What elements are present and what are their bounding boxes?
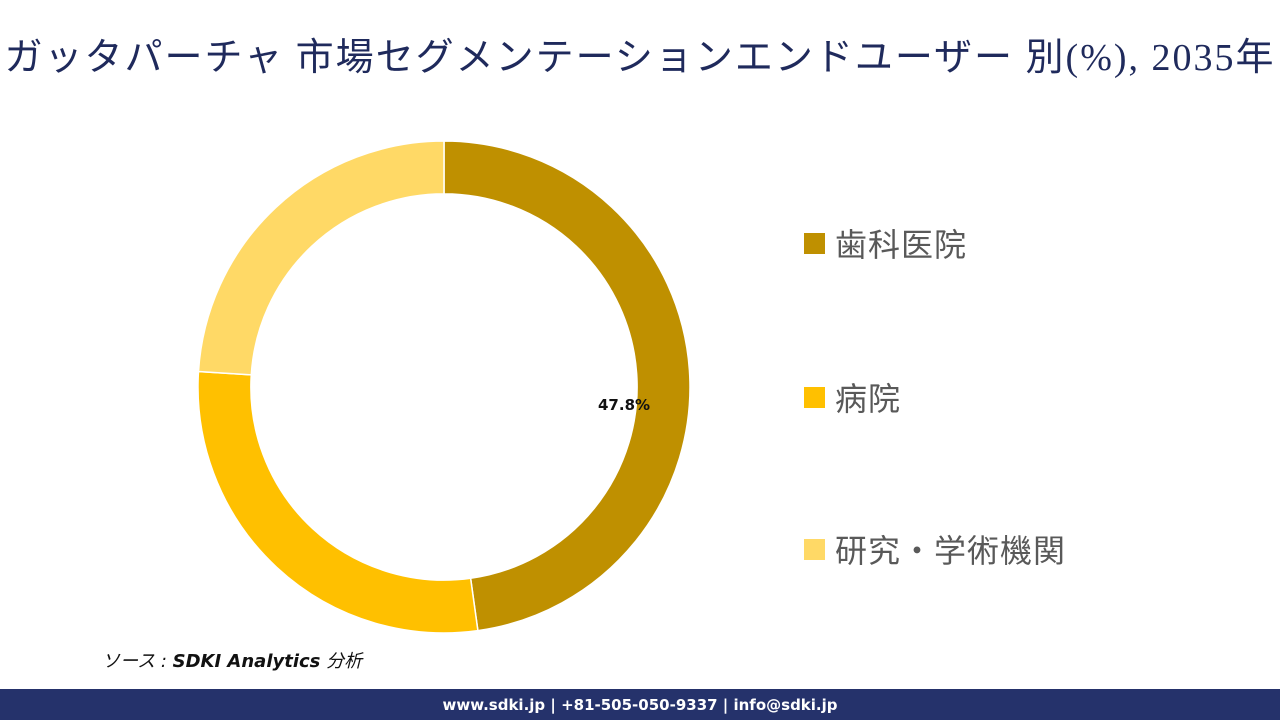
- legend-item-dental-clinic: 歯科医院: [804, 220, 967, 266]
- segment-hospital: [197, 370, 479, 634]
- donut-chart: [190, 133, 700, 643]
- source-name: SDKI Analytics: [172, 651, 321, 672]
- segment-research-academic: [197, 140, 445, 376]
- legend-label: 研究・学術機関: [835, 532, 1067, 570]
- source-suffix: 分析: [320, 651, 363, 672]
- footer-contact-info: www.sdki.jp | +81-505-050-9337 | info@sd…: [442, 695, 838, 714]
- legend-swatch-square-icon: [804, 232, 825, 254]
- segment-dental-clinic: [443, 140, 691, 632]
- legend-swatch-square-icon: [804, 538, 825, 560]
- donut-chart-svg: [197, 140, 691, 634]
- legend-label: 病院: [835, 380, 902, 418]
- source-note: ソース : SDKI Analytics 分析: [102, 647, 362, 673]
- legend-swatch-square-icon: [804, 386, 825, 408]
- legend-item-research-academic: 研究・学術機関: [804, 526, 1066, 572]
- legend-item-hospital: 病院: [804, 374, 901, 420]
- chart-title: ガッタパーチャ 市場セグメンテーションエンドユーザー 別(%), 2035年: [4, 37, 1276, 79]
- source-prefix: ソース :: [102, 651, 173, 672]
- legend-label: 歯科医院: [835, 226, 968, 264]
- footer-bar: www.sdki.jp | +81-505-050-9337 | info@sd…: [0, 689, 1280, 720]
- segment-value-label-dental: 47.8%: [598, 396, 651, 414]
